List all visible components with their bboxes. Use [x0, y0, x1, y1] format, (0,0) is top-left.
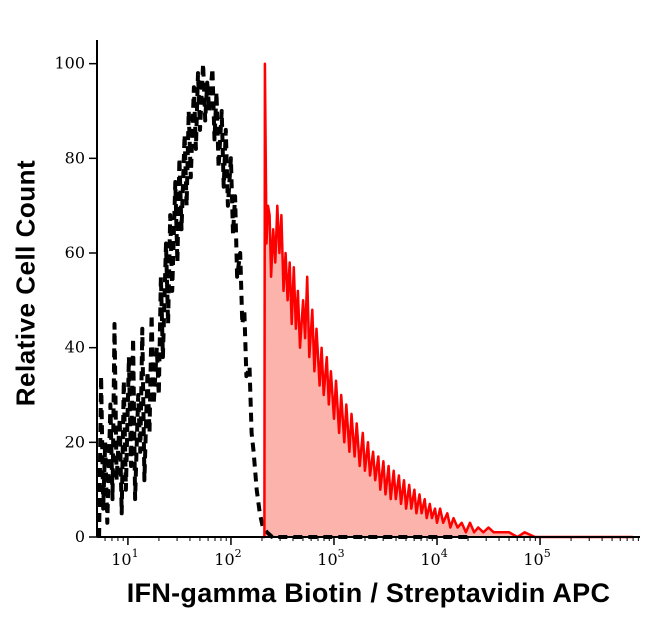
y-axis-label: Relative Cell Count [10, 159, 41, 407]
y-tick-label: 0 [75, 527, 85, 546]
x-tick-label: 102 [214, 547, 241, 569]
y-tick-label: 80 [65, 148, 85, 167]
y-tick-label: 20 [65, 432, 85, 451]
x-tick-label: 104 [420, 547, 447, 569]
x-axis-label: IFN-gamma Biotin / Streptavidin APC [126, 578, 611, 608]
y-tick-label: 40 [65, 338, 85, 357]
x-tick-label: 103 [317, 547, 344, 569]
y-tick-label: 100 [54, 54, 85, 73]
series-line-negative-control-black-dashed [97, 61, 474, 539]
series-fill-stained-red-filled [262, 63, 633, 537]
y-tick-label: 60 [65, 243, 85, 262]
x-tick-label: 101 [111, 547, 138, 569]
series-line-stained-red-filled [262, 62, 633, 539]
x-tick-label: 105 [523, 547, 550, 569]
